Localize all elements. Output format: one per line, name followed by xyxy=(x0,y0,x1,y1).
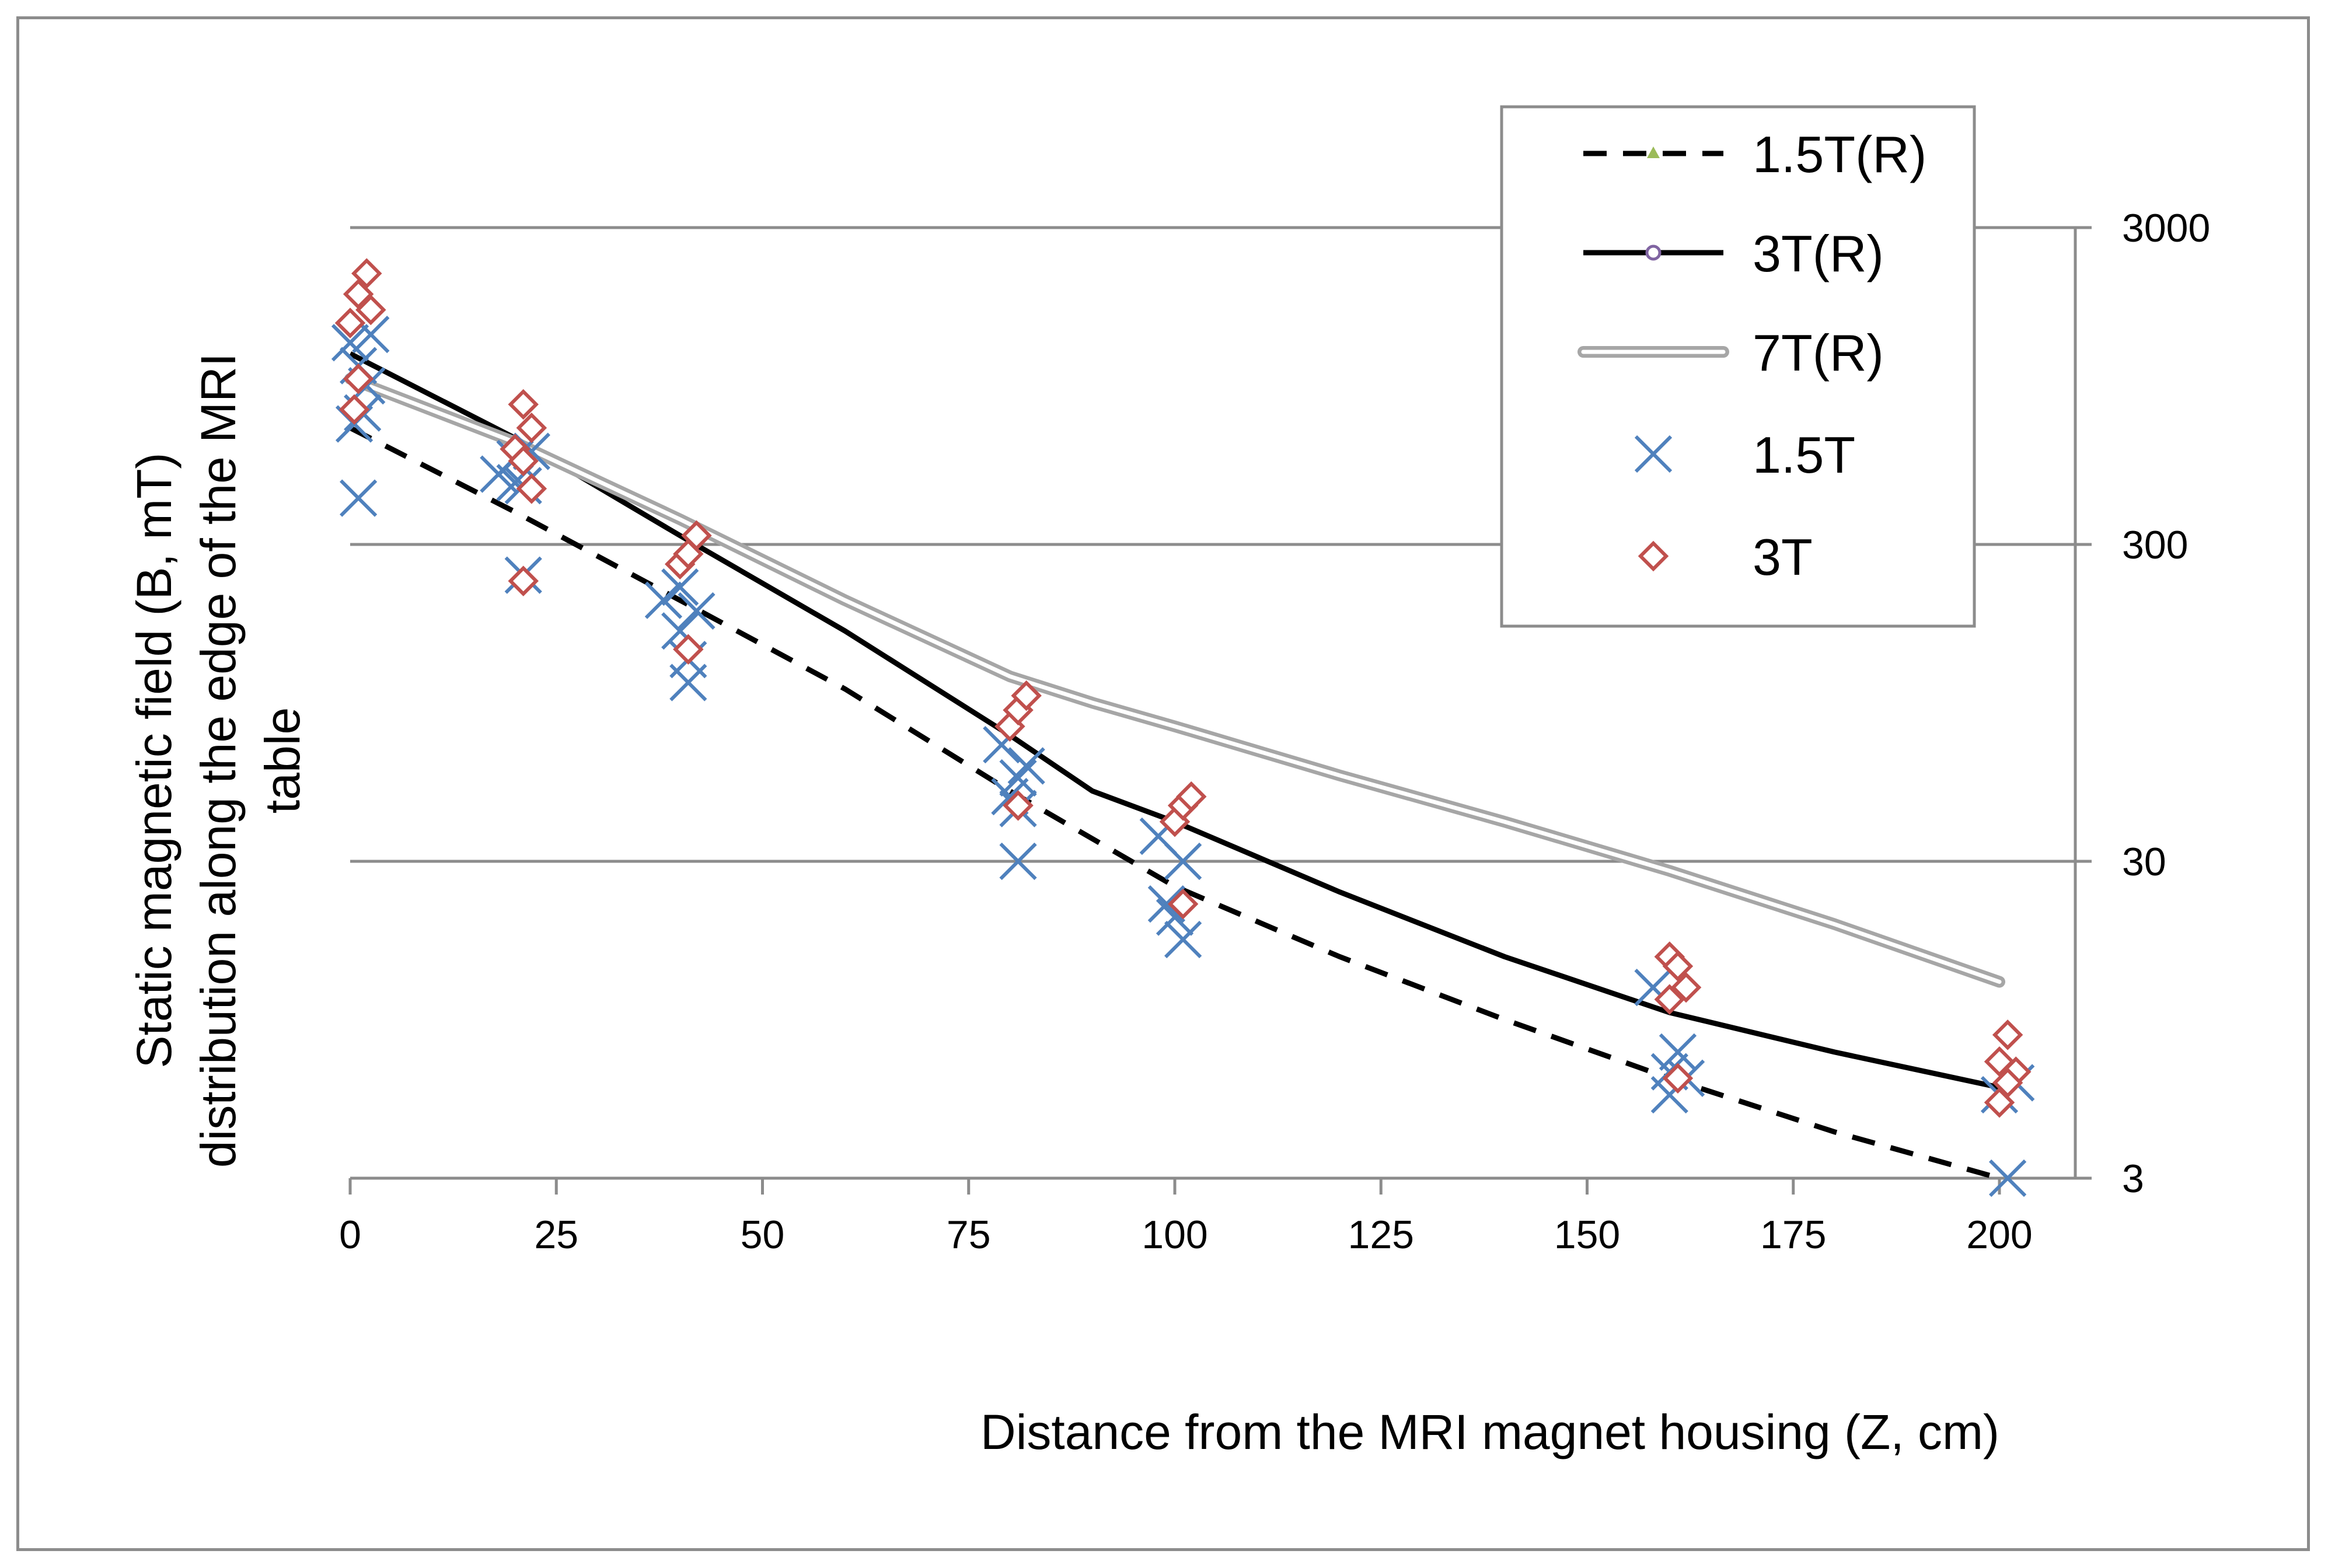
point-3t xyxy=(1654,984,1685,1015)
marker-stroke xyxy=(999,842,1037,881)
label-layer: 3 30 300 3000 0 25 50 75 100 125 150 175 200 Distance… xyxy=(127,206,2210,1459)
x-tick-label: 75 xyxy=(947,1213,991,1257)
marker-stroke xyxy=(644,581,683,619)
legend-label: 1.5T xyxy=(1753,426,1855,484)
series-line-7t-inner xyxy=(348,376,2002,984)
legend-item: 3T(R) xyxy=(1583,225,1884,282)
x-tick-label: 200 xyxy=(1966,1213,2032,1257)
x-axis-title: Distance from the MRI magnet housing (Z,… xyxy=(980,1405,1999,1459)
legend-marker xyxy=(1647,146,1660,158)
point-1-5t xyxy=(340,479,378,517)
point-3t xyxy=(351,258,382,289)
point-3t xyxy=(1003,790,1034,821)
marker-stroke xyxy=(1634,435,1673,473)
legend-label: 3T xyxy=(1753,528,1813,586)
y-axis-title-line: Static magnetic field (B, mT) xyxy=(127,453,182,1068)
marker-stroke xyxy=(1147,885,1185,923)
point-1-5t xyxy=(1989,1159,2027,1197)
legend-marker xyxy=(1645,245,1662,261)
y-tick-label: 30 xyxy=(2122,840,2166,884)
point-3t xyxy=(1662,951,1694,982)
point-3t xyxy=(334,308,366,338)
point-3t xyxy=(1670,972,1702,1003)
point-3t xyxy=(343,363,374,394)
point-1-5t xyxy=(999,842,1037,881)
x-tick-label: 175 xyxy=(1760,1213,1826,1257)
x-tick-label: 25 xyxy=(534,1213,578,1257)
point-1-5t xyxy=(644,581,683,619)
series-layer xyxy=(344,351,2005,1181)
point-1-5t xyxy=(1659,1033,1697,1071)
point-1-5t xyxy=(661,568,699,606)
legend-label: 3T(R) xyxy=(1753,225,1884,282)
marker-stroke xyxy=(1007,747,1045,785)
marker-stroke xyxy=(1989,1159,2027,1197)
marker-stroke xyxy=(1659,1033,1697,1071)
point-3t xyxy=(1992,1067,2023,1098)
marker-stroke xyxy=(1634,968,1672,1007)
y-tick-label: 300 xyxy=(2122,523,2188,567)
marker-layer xyxy=(331,258,2035,1197)
point-3t xyxy=(508,445,539,477)
point-3t xyxy=(1662,1063,1694,1094)
point-1-5t xyxy=(331,324,369,362)
point-3t xyxy=(681,520,712,551)
point-1-5t xyxy=(1164,920,1202,959)
legend-label: 7T(R) xyxy=(1753,324,1884,382)
x-tick-label: 50 xyxy=(741,1213,785,1257)
point-1-5t xyxy=(678,592,715,630)
point-3t xyxy=(508,565,539,596)
x-tick-label: 100 xyxy=(1142,1213,1207,1257)
legend-item: 7T(R) xyxy=(1577,324,1884,382)
marker-stroke xyxy=(999,759,1037,797)
series-line-3t xyxy=(348,351,2000,1090)
point-1-5t xyxy=(669,663,707,701)
chart-frame: 3 30 300 3000 0 25 50 75 100 125 150 175 200 Distance… xyxy=(16,16,2310,1551)
chart-svg: 3 30 300 3000 0 25 50 75 100 125 150 175 200 Distance… xyxy=(127,105,2210,1459)
marker-stroke xyxy=(669,663,707,701)
legend-item: 1.5T xyxy=(1634,426,1855,484)
marker-stroke xyxy=(678,592,715,630)
x-tick-label: 125 xyxy=(1348,1213,1414,1257)
point-1-5t xyxy=(1164,842,1202,881)
legend-layer: 1.5T(R) 3T(R) 7T(R) 1.5T 3T xyxy=(1500,105,1976,628)
marker-stroke xyxy=(991,778,1029,816)
legend-box xyxy=(1500,105,1976,628)
marker-stroke xyxy=(331,324,369,362)
y-axis-title-line: distribution along the edge of the MRI xyxy=(191,353,246,1168)
point-3t xyxy=(1992,1019,2023,1050)
y-axis-title-line: table xyxy=(255,707,310,813)
y-tick-label: 3 xyxy=(2122,1157,2144,1201)
marker-stroke xyxy=(340,479,378,517)
point-3t xyxy=(1167,888,1199,920)
x-tick-label: 150 xyxy=(1554,1213,1620,1257)
point-3t xyxy=(673,634,704,665)
point-3t xyxy=(355,294,386,326)
marker-stroke xyxy=(352,316,390,354)
marker-stroke xyxy=(1164,842,1202,881)
marker-stroke xyxy=(661,568,699,606)
point-3t xyxy=(516,412,547,443)
legend-marker xyxy=(1634,435,1673,473)
point-1-5t xyxy=(999,759,1037,797)
point-3t xyxy=(508,389,539,420)
x-tick-label: 0 xyxy=(339,1213,361,1257)
legend-marker xyxy=(1638,540,1669,572)
point-3t xyxy=(338,394,370,425)
legend-item: 3T xyxy=(1638,528,1813,586)
legend-item: 1.5T(R) xyxy=(1583,125,1926,183)
axis-layer xyxy=(348,226,2092,1195)
legend-label: 1.5T(R) xyxy=(1753,125,1926,183)
y-tick-label: 3000 xyxy=(2122,206,2210,250)
point-3t xyxy=(1011,680,1042,711)
point-3t xyxy=(516,473,547,504)
marker-stroke xyxy=(1164,920,1202,959)
point-1-5t xyxy=(1007,747,1045,785)
point-3t xyxy=(1176,781,1207,812)
marker-stroke xyxy=(661,612,699,650)
